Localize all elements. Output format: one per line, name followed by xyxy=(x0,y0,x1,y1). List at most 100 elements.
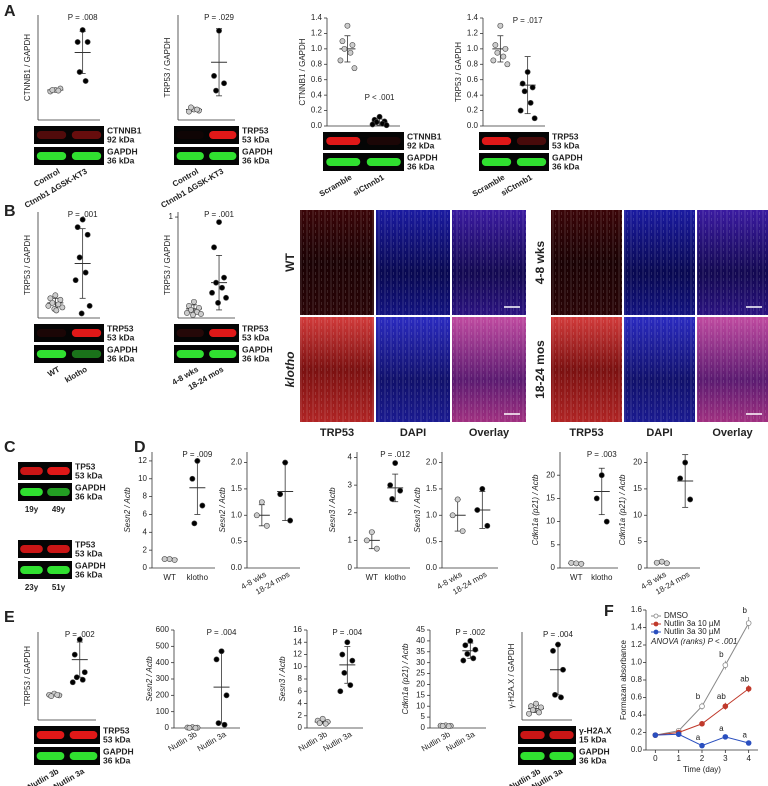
data-point xyxy=(74,39,81,45)
band-protein: GAPDH xyxy=(107,344,138,354)
y-tick-label: 2.0 xyxy=(426,458,438,467)
band-protein: γ-H2A.X xyxy=(579,725,612,735)
data-point xyxy=(263,522,270,529)
y-axis-label: Cdkn1a (p21) / Actb xyxy=(531,474,540,545)
data-point xyxy=(79,27,86,33)
data-point xyxy=(211,73,217,79)
data-point xyxy=(194,458,201,464)
data-point xyxy=(500,53,507,60)
data-point xyxy=(219,284,225,291)
data-point xyxy=(492,42,499,48)
channel-label: TRP53 xyxy=(320,427,354,439)
channel-label: Overlay xyxy=(469,427,510,439)
blot-band xyxy=(518,747,576,765)
band-size: 53 kDa xyxy=(242,134,270,144)
data-point xyxy=(464,651,471,657)
data-point xyxy=(76,254,83,261)
data-point xyxy=(560,666,566,673)
y-tick-label: 0.0 xyxy=(467,121,479,130)
band-signal xyxy=(36,350,67,358)
band-size: 92 kDa xyxy=(407,140,435,150)
p-value: P = .004 xyxy=(207,628,237,637)
p-value: P = .008 xyxy=(68,13,98,22)
data-point xyxy=(550,647,556,654)
data-point xyxy=(215,299,221,306)
band-protein: CTNNB1 xyxy=(107,125,142,135)
p-value: P = .029 xyxy=(204,13,234,22)
band-size: 53 kDa xyxy=(552,140,580,150)
band-size: 53 kDa xyxy=(75,548,103,558)
y-tick-label: 12 xyxy=(293,650,302,659)
data-point xyxy=(161,556,168,562)
micrograph-texture xyxy=(452,210,526,315)
data-point xyxy=(49,299,56,306)
data-point xyxy=(484,522,491,529)
y-tick-label: 0.0 xyxy=(231,563,243,572)
y-tick-label: 1.2 xyxy=(467,29,479,38)
data-point xyxy=(344,22,351,29)
data-point xyxy=(652,732,659,738)
data-point xyxy=(682,459,689,466)
y-tick-label: 0 xyxy=(551,563,556,572)
data-point xyxy=(192,724,199,731)
blot-band xyxy=(34,747,100,765)
y-tick-label: 10 xyxy=(138,474,147,483)
data-point xyxy=(84,39,91,45)
blot-band xyxy=(34,345,104,363)
x-tick-label: 2 xyxy=(700,754,705,763)
data-point xyxy=(213,656,220,663)
band-protein: GAPDH xyxy=(242,146,273,156)
data-point xyxy=(533,700,539,707)
y-tick-label: 12 xyxy=(138,456,147,465)
data-point xyxy=(59,304,66,311)
band-size: 36 kDa xyxy=(107,155,135,165)
data-point xyxy=(223,692,230,699)
y-axis-label: Sesn2 / Actb xyxy=(218,487,227,533)
y-tick-label: 0 xyxy=(348,563,353,572)
y-tick-label: 5 xyxy=(638,537,643,546)
data-point xyxy=(479,486,486,492)
data-point xyxy=(55,87,62,94)
data-point xyxy=(699,742,705,749)
data-point xyxy=(166,556,173,562)
category-label: WT xyxy=(46,365,61,379)
data-point xyxy=(555,641,561,648)
data-point xyxy=(470,655,477,662)
y-tick-label: 0.6 xyxy=(311,75,323,84)
row-label: 4-8 wks xyxy=(533,240,547,284)
category-label: WT xyxy=(163,573,176,582)
y-tick-label: 1.0 xyxy=(467,44,479,53)
y-axis-label: TRP53 / GAPDH xyxy=(163,37,172,97)
band-size: 36 kDa xyxy=(103,755,131,765)
y-tick-label: 0 xyxy=(638,563,643,572)
y-tick-label: 1.2 xyxy=(311,29,323,38)
y-tick-label: 2.0 xyxy=(231,458,243,467)
panel-letter: F xyxy=(604,603,614,620)
micrograph-texture xyxy=(624,210,695,315)
data-point xyxy=(675,731,682,738)
band-size: 36 kDa xyxy=(75,569,103,579)
data-point xyxy=(71,651,78,658)
data-point xyxy=(84,231,91,238)
y-tick-label: 40 xyxy=(416,636,425,645)
data-point xyxy=(573,560,580,567)
data-point xyxy=(467,637,474,644)
band-size: 92 kDa xyxy=(107,134,135,144)
category-label: WT xyxy=(570,573,583,582)
y-tick-label: 0.0 xyxy=(631,745,643,754)
data-point xyxy=(339,38,346,45)
data-point xyxy=(316,720,323,726)
micrograph-texture xyxy=(551,317,622,422)
band-signal xyxy=(176,152,204,160)
point-label: b xyxy=(719,650,724,659)
data-point xyxy=(460,657,467,664)
data-point xyxy=(191,520,198,527)
band-protein: GAPDH xyxy=(407,152,438,162)
blot-band xyxy=(34,726,100,744)
data-point xyxy=(48,693,55,700)
y-tick-label: 0.0 xyxy=(311,121,323,130)
data-point xyxy=(189,475,196,482)
y-tick-label: 1.2 xyxy=(631,640,643,649)
y-tick-label: 0.5 xyxy=(426,537,438,546)
band-size: 36 kDa xyxy=(579,755,607,765)
